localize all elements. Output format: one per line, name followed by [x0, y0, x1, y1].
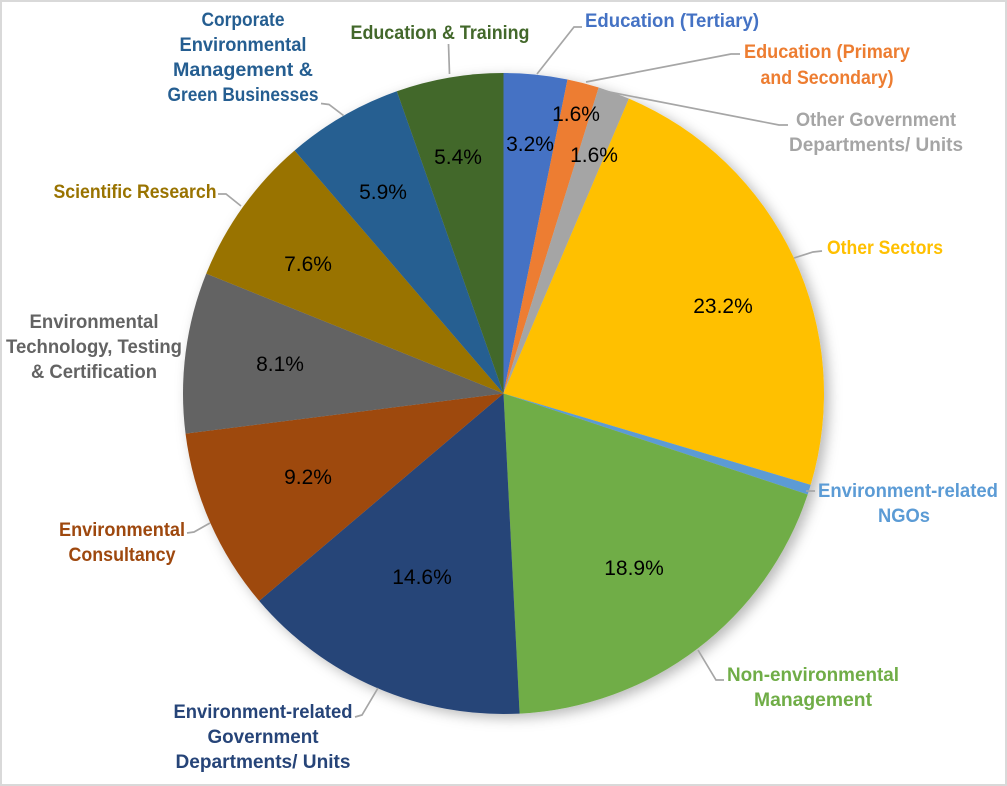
- svg-text:3.2%: 3.2%: [506, 133, 554, 156]
- svg-text:Environment-related: Environment-related: [174, 702, 353, 723]
- svg-text:1.6%: 1.6%: [570, 144, 618, 167]
- svg-text:Departments/ Units: Departments/ Units: [176, 752, 351, 773]
- svg-text:18.9%: 18.9%: [604, 557, 664, 580]
- svg-text:Consultancy: Consultancy: [69, 545, 176, 566]
- svg-text:NGOs: NGOs: [878, 506, 930, 527]
- svg-text:and Secondary): and Secondary): [761, 68, 894, 89]
- svg-text:& Certification: & Certification: [31, 362, 157, 383]
- svg-text:Technology, Testing: Technology, Testing: [6, 337, 182, 358]
- svg-text:Education & Training: Education & Training: [351, 23, 530, 44]
- svg-text:23.2%: 23.2%: [693, 295, 753, 318]
- svg-text:Corporate: Corporate: [202, 10, 285, 31]
- svg-text:5.9%: 5.9%: [359, 181, 407, 204]
- svg-text:Departments/ Units: Departments/ Units: [789, 135, 963, 156]
- svg-text:Green Businesses: Green Businesses: [168, 85, 319, 106]
- svg-text:Environmental: Environmental: [30, 312, 159, 333]
- svg-text:8.1%: 8.1%: [256, 353, 304, 376]
- svg-text:9.2%: 9.2%: [284, 466, 332, 489]
- svg-text:Environment-related: Environment-related: [818, 481, 998, 502]
- svg-text:Education (Primary: Education (Primary: [744, 42, 910, 63]
- svg-text:Management: Management: [754, 690, 873, 711]
- svg-text:Other Government: Other Government: [796, 110, 957, 131]
- svg-text:5.4%: 5.4%: [434, 146, 482, 169]
- svg-text:Government: Government: [208, 727, 320, 748]
- svg-text:Environmental: Environmental: [180, 35, 307, 56]
- svg-text:Scientific Research: Scientific Research: [54, 182, 217, 203]
- svg-text:Management &: Management &: [173, 60, 313, 81]
- svg-text:Other Sectors: Other Sectors: [827, 238, 943, 259]
- svg-text:1.6%: 1.6%: [552, 103, 600, 126]
- svg-text:Environmental: Environmental: [59, 520, 185, 541]
- svg-text:Education (Tertiary): Education (Tertiary): [585, 11, 759, 32]
- svg-text:7.6%: 7.6%: [284, 253, 332, 276]
- svg-text:14.6%: 14.6%: [392, 566, 452, 589]
- svg-text:Non-environmental: Non-environmental: [727, 665, 899, 686]
